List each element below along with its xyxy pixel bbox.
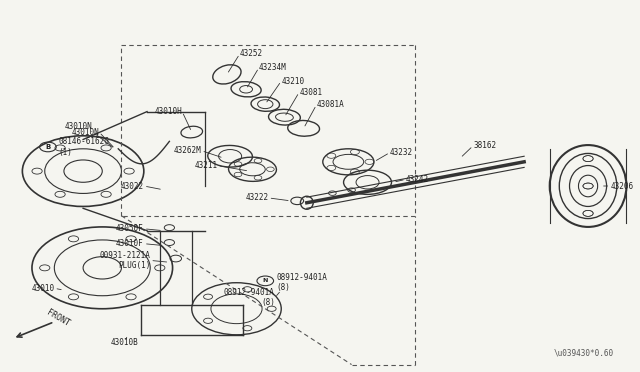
Text: 43010N: 43010N xyxy=(71,128,99,137)
Text: 43206: 43206 xyxy=(611,182,634,190)
Text: 08912-9401A
(8): 08912-9401A (8) xyxy=(276,273,327,292)
Text: FRONT: FRONT xyxy=(45,308,71,328)
Text: 43010H: 43010H xyxy=(154,107,182,116)
Text: 43010: 43010 xyxy=(31,284,54,293)
Text: 43081A: 43081A xyxy=(316,100,344,109)
Text: 43081: 43081 xyxy=(299,88,323,97)
Text: B: B xyxy=(45,144,51,150)
Text: 43050F: 43050F xyxy=(116,224,144,233)
Text: 00931-2121A
PLUG(1): 00931-2121A PLUG(1) xyxy=(99,251,150,270)
Text: 43262M: 43262M xyxy=(173,146,202,155)
Text: \u039430*0.60: \u039430*0.60 xyxy=(554,348,614,357)
Text: 08912-9401A
(8): 08912-9401A (8) xyxy=(224,288,275,307)
Text: N: N xyxy=(262,278,268,283)
Text: 43010N: 43010N xyxy=(65,122,93,131)
Text: 08146-6162G
(1): 08146-6162G (1) xyxy=(59,137,109,157)
Text: 43242: 43242 xyxy=(406,175,429,184)
Text: 38162: 38162 xyxy=(473,141,496,150)
Text: 43010B: 43010B xyxy=(111,338,138,347)
Text: 43232: 43232 xyxy=(390,148,413,157)
Text: 43010F: 43010F xyxy=(116,239,144,248)
Text: 43222: 43222 xyxy=(245,193,268,202)
Text: 43211: 43211 xyxy=(194,161,218,170)
Text: 43210: 43210 xyxy=(281,77,305,86)
Text: 43234M: 43234M xyxy=(259,63,287,72)
Text: 43022: 43022 xyxy=(121,182,144,190)
Text: 43252: 43252 xyxy=(240,49,263,58)
